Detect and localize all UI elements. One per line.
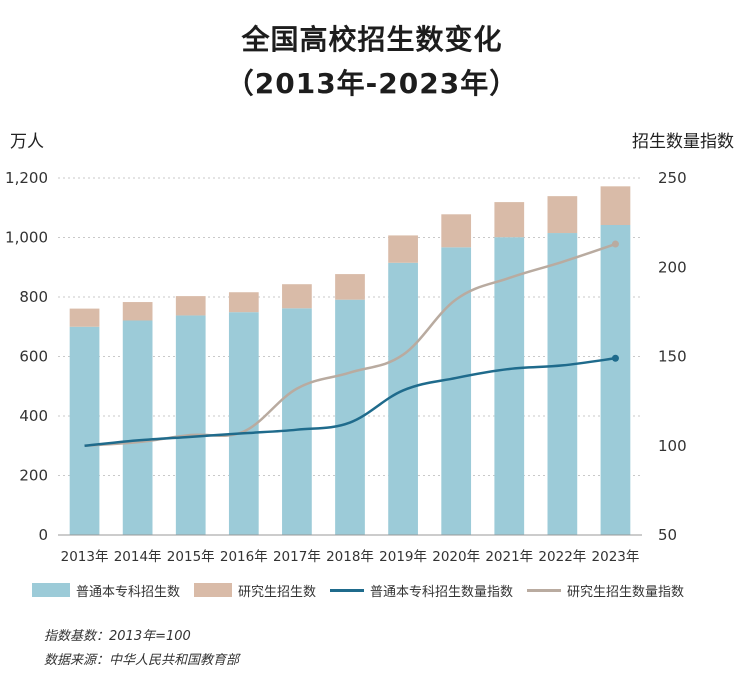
bar-postgrad [441,214,472,248]
right-tick-label: 200 [658,258,687,276]
legend-item-undergrad: 普通本专科招生数 [32,581,180,600]
legend-label-postgrad-index: 研究生招生数量指数 [567,584,685,600]
chart-subtitle: （2013年-2023年） [225,67,519,100]
bar-postgrad [175,296,206,316]
bar-postgrad [69,308,100,327]
chart-title: 全国高校招生数变化 [241,23,503,56]
bar-postgrad [122,302,153,321]
right-axis-title: 招生数量指数 [632,132,734,152]
x-tick-label: 2013年 [61,549,109,565]
left-tick-label: 200 [19,467,48,485]
x-tick-label: 2016年 [220,549,268,565]
legend-swatch-undergrad [32,583,70,597]
legend-item-postgrad: 研究生招生数 [194,581,316,600]
bar-undergrad [441,247,472,535]
left-tick-label: 400 [19,407,48,425]
legend-label-undergrad-index: 普通本专科招生数量指数 [370,584,514,600]
bar-undergrad [69,326,100,535]
chart-legend: 普通本专科招生数 研究生招生数 普通本专科招生数量指数 研究生招生数量指数 [32,580,734,600]
bar-postgrad [600,186,631,226]
bar-undergrad [175,315,206,535]
x-tick-label: 2015年 [167,549,215,565]
bar-postgrad [494,202,525,238]
bar-postgrad [335,274,365,300]
legend-swatch-postgrad [194,583,233,597]
right-tick-label: 150 [658,348,687,366]
bar-undergrad [282,308,312,535]
left-tick-label: 600 [19,348,48,366]
left-tick-label: 0 [38,526,48,544]
x-tick-label: 2022年 [538,549,586,565]
x-tick-label: 2021年 [485,549,533,565]
left-tick-label: 800 [19,288,48,306]
x-tick-label: 2023年 [592,549,640,565]
bar-undergrad [547,233,578,535]
bar-undergrad [122,320,153,535]
bar-undergrad [388,262,418,535]
line-undergrad-index-endpoint [611,354,619,362]
bar-postgrad [388,235,418,263]
legend-swatch-postgrad-index [527,588,562,592]
line-undergrad-index [84,357,616,447]
bar-undergrad [228,312,259,535]
right-tick-label: 50 [658,526,677,544]
legend-label-postgrad: 研究生招生数 [238,584,317,600]
data-source-note: 数据来源：中华人民共和国教育部 [44,653,240,668]
bar-undergrad [600,225,631,535]
line-postgrad-index-endpoint [611,240,619,248]
right-tick-label: 250 [658,169,687,187]
legend-item-undergrad-index: 普通本专科招生数量指数 [330,581,513,600]
index-base-note: 指数基数：2013年=100 [44,629,191,644]
chart-plot: 0 200 400 600 800 1,000 1,200 50 100 150 200 250 万人 招… [5,132,734,565]
bar-undergrad [494,237,525,535]
x-tick-label: 2019年 [379,549,427,565]
bar-postgrad [547,196,578,234]
left-tick-label: 1,200 [5,169,48,187]
legend-item-postgrad-index: 研究生招生数量指数 [527,581,684,600]
legend-label-undergrad: 普通本专科招生数 [76,584,181,600]
legend-swatch-undergrad-index [330,588,365,592]
right-tick-label: 100 [658,437,687,455]
x-tick-label: 2017年 [273,549,321,565]
left-axis-title: 万人 [10,132,44,152]
x-tick-label: 2018年 [326,549,374,565]
bar-postgrad [282,284,312,309]
x-tick-label: 2014年 [114,549,162,565]
left-tick-label: 1,000 [5,229,48,247]
x-tick-label: 2020年 [432,549,480,565]
bar-postgrad [228,292,259,313]
